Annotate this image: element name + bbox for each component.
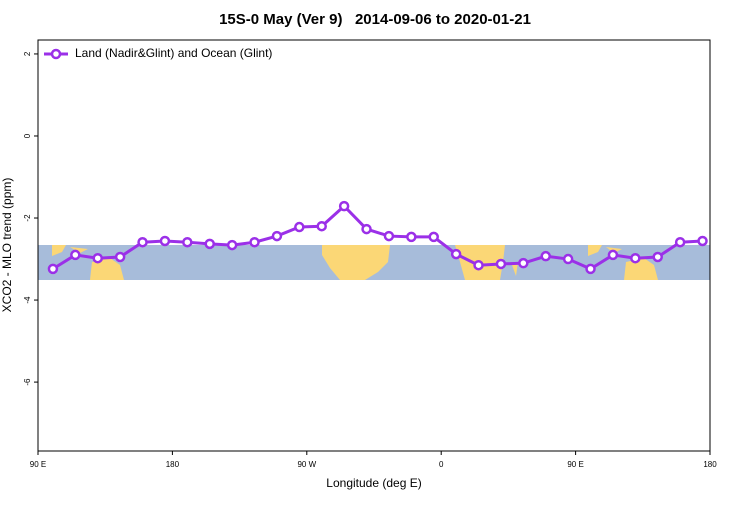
series-point: [182, 236, 193, 248]
series-point: [204, 238, 215, 250]
series-point: [159, 235, 171, 247]
x-tick-label: 180: [703, 460, 717, 469]
series-point: [652, 251, 663, 263]
series-point: [137, 236, 148, 248]
legend-label: Land (Nadir&Glint) and Ocean (Glint): [75, 46, 272, 60]
land: [624, 258, 658, 280]
series-point: [47, 263, 59, 275]
series-point: [562, 253, 574, 265]
series-point: [361, 223, 372, 235]
x-tick-label: 90 E: [567, 460, 583, 469]
series-point: [674, 236, 686, 248]
y-axis-label: XCO2 - MLO trend (ppm): [0, 178, 14, 313]
y-tick-label: 2: [23, 51, 32, 56]
legend-marker: [50, 48, 62, 60]
series-point: [473, 259, 484, 271]
y-tick-label: -2: [23, 214, 32, 222]
series-point: [697, 235, 708, 247]
series-point: [630, 252, 641, 264]
series-point: [495, 258, 507, 270]
chart-title: 15S-0 May (Ver 9) 2014-09-06 to 2020-01-…: [219, 11, 531, 28]
series-point: [294, 221, 305, 233]
x-tick-label: 180: [166, 460, 180, 469]
series-point: [226, 239, 238, 251]
series-point: [271, 230, 283, 242]
series-point: [338, 200, 350, 212]
series-point: [114, 251, 126, 263]
land: [322, 245, 390, 280]
x-tick-label: 90 W: [297, 460, 316, 469]
x-axis-label: Longitude (deg E): [326, 476, 421, 490]
plot-frame: [37, 39, 711, 452]
series-point: [518, 257, 529, 269]
series-point: [540, 250, 551, 262]
x-tick-label: 0: [439, 460, 444, 469]
y-tick-label: 0: [23, 133, 32, 138]
x-tick-label: 90 E: [30, 460, 46, 469]
series-point: [383, 230, 395, 242]
y-tick-label: -6: [23, 378, 32, 386]
series-point: [406, 231, 417, 243]
series-point: [70, 249, 81, 261]
series-point: [249, 236, 260, 248]
series-point: [607, 249, 619, 261]
land: [90, 258, 124, 280]
series-point: [428, 231, 439, 243]
series-point: [316, 220, 327, 232]
series-point: [92, 252, 103, 264]
land: [52, 245, 66, 256]
y-tick-label: -4: [23, 296, 32, 304]
series-point: [585, 263, 596, 275]
land: [588, 245, 602, 256]
land: [512, 262, 518, 276]
map-band: [38, 245, 710, 280]
series-point: [450, 248, 462, 260]
land: [70, 247, 88, 253]
